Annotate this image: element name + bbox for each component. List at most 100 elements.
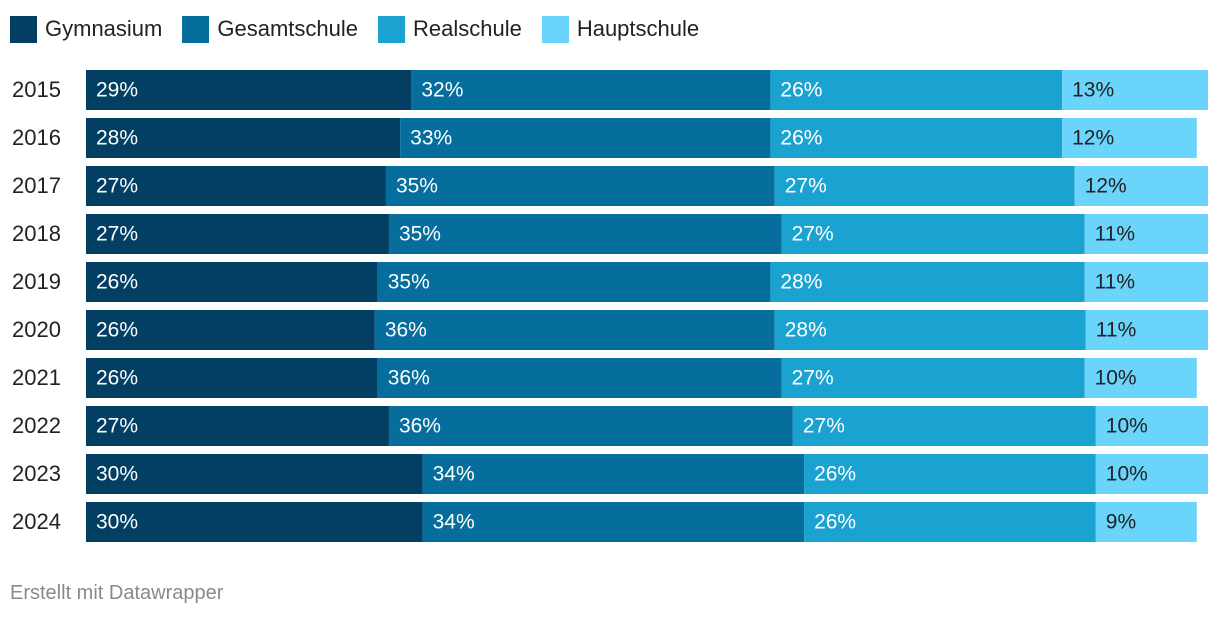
legend-label: Realschule: [412, 16, 522, 41]
data-label: 35%: [399, 223, 441, 246]
bar-segment: [781, 214, 1085, 254]
bar-segment: [86, 70, 412, 110]
bar-segment: [388, 406, 793, 446]
bar-segment: [86, 502, 423, 542]
bar-segment: [374, 310, 775, 350]
bar-segment: [781, 358, 1085, 398]
data-label: 27%: [792, 367, 834, 390]
data-label: 11%: [1095, 271, 1135, 294]
bar-segment: [1085, 310, 1208, 350]
bar-segment: [377, 262, 771, 302]
data-label: 33%: [410, 127, 452, 150]
data-label: 29%: [96, 79, 138, 102]
footer-credit: Erstellt mit Datawrapper: [10, 582, 224, 604]
category-label: 2015: [12, 77, 61, 102]
data-label: 36%: [399, 415, 441, 438]
data-label: 26%: [814, 463, 856, 486]
data-label: 12%: [1072, 127, 1114, 150]
data-label: 26%: [96, 319, 138, 342]
data-label: 13%: [1072, 79, 1114, 102]
data-label: 27%: [792, 223, 834, 246]
category-label: 2022: [12, 413, 61, 438]
bar-segment: [770, 70, 1063, 110]
category-label: 2016: [12, 125, 61, 150]
data-label: 26%: [96, 367, 138, 390]
bar-segment: [774, 310, 1086, 350]
legend-label: Gesamtschule: [217, 16, 358, 41]
bar-segment: [804, 502, 1096, 542]
data-label: 36%: [385, 319, 427, 342]
bar-segment: [422, 454, 805, 494]
bar-segment: [1095, 502, 1197, 542]
bar-segment: [86, 262, 378, 302]
data-label: 27%: [803, 415, 845, 438]
category-label: 2020: [12, 317, 61, 342]
data-label: 28%: [780, 271, 822, 294]
bar-segment: [804, 454, 1096, 494]
legend-swatch: [541, 15, 569, 43]
legend-swatch: [10, 15, 37, 43]
bar-segment: [86, 214, 389, 254]
data-label: 36%: [388, 367, 430, 390]
bar-segment: [86, 454, 423, 494]
data-label: 26%: [814, 511, 856, 534]
data-label: 9%: [1106, 511, 1136, 534]
category-label: 2021: [12, 365, 61, 390]
legend-swatch: [182, 15, 210, 43]
data-label: 27%: [785, 175, 827, 198]
bar-segment: [86, 118, 401, 158]
bar-segment: [1095, 454, 1208, 494]
bar-segment: [377, 358, 782, 398]
bar-segment: [1084, 214, 1208, 254]
data-label: 28%: [96, 127, 138, 150]
data-label: 34%: [433, 463, 475, 486]
bar-segment: [1062, 118, 1197, 158]
legend-label: Hauptschule: [576, 16, 700, 41]
data-label: 27%: [96, 415, 138, 438]
data-label: 11%: [1096, 319, 1136, 342]
category-label: 2018: [12, 221, 61, 246]
bar-segment: [86, 406, 389, 446]
bar-segment: [400, 118, 771, 158]
legend-item: Gesamtschule: [182, 15, 358, 43]
bar-segment: [1084, 358, 1197, 398]
data-label: 12%: [1085, 175, 1127, 198]
bar-segment: [388, 214, 782, 254]
data-label: 26%: [96, 271, 138, 294]
legend: Gymnasium Gesamtschule Realschule Hauptschu…: [10, 14, 719, 44]
bar-segment: [792, 406, 1096, 446]
category-label: 2023: [12, 461, 61, 486]
bar-segment: [770, 262, 1085, 302]
bar-segment: [1084, 262, 1208, 302]
data-label: 30%: [96, 511, 138, 534]
category-label: 2017: [12, 173, 61, 198]
data-label: 11%: [1095, 223, 1135, 246]
category-label: 2024: [12, 509, 61, 534]
legend-swatch: [377, 15, 405, 43]
data-label: 30%: [96, 463, 138, 486]
data-label: 35%: [396, 175, 438, 198]
bar-segment: [86, 310, 375, 350]
data-label: 27%: [96, 223, 138, 246]
data-label: 10%: [1106, 463, 1148, 486]
data-label: 10%: [1106, 415, 1148, 438]
bar-segment: [774, 166, 1075, 206]
data-label: 32%: [421, 79, 463, 102]
data-label: 35%: [388, 271, 430, 294]
bar-segment: [411, 70, 771, 110]
data-label: 26%: [780, 127, 822, 150]
bar-segment: [770, 118, 1063, 158]
bar-segment: [385, 166, 775, 206]
data-label: 27%: [96, 175, 138, 198]
bar-segment: [422, 502, 805, 542]
data-label: 26%: [780, 79, 822, 102]
legend-label: Gymnasium: [45, 16, 163, 41]
data-label: 34%: [433, 511, 475, 534]
legend-item: Hauptschule: [541, 15, 700, 43]
bar-segment: [86, 358, 378, 398]
data-label: 28%: [785, 319, 827, 342]
bar-segment: [1074, 166, 1208, 206]
bar-segment: [1062, 70, 1208, 110]
legend-item: Gymnasium: [10, 15, 163, 43]
